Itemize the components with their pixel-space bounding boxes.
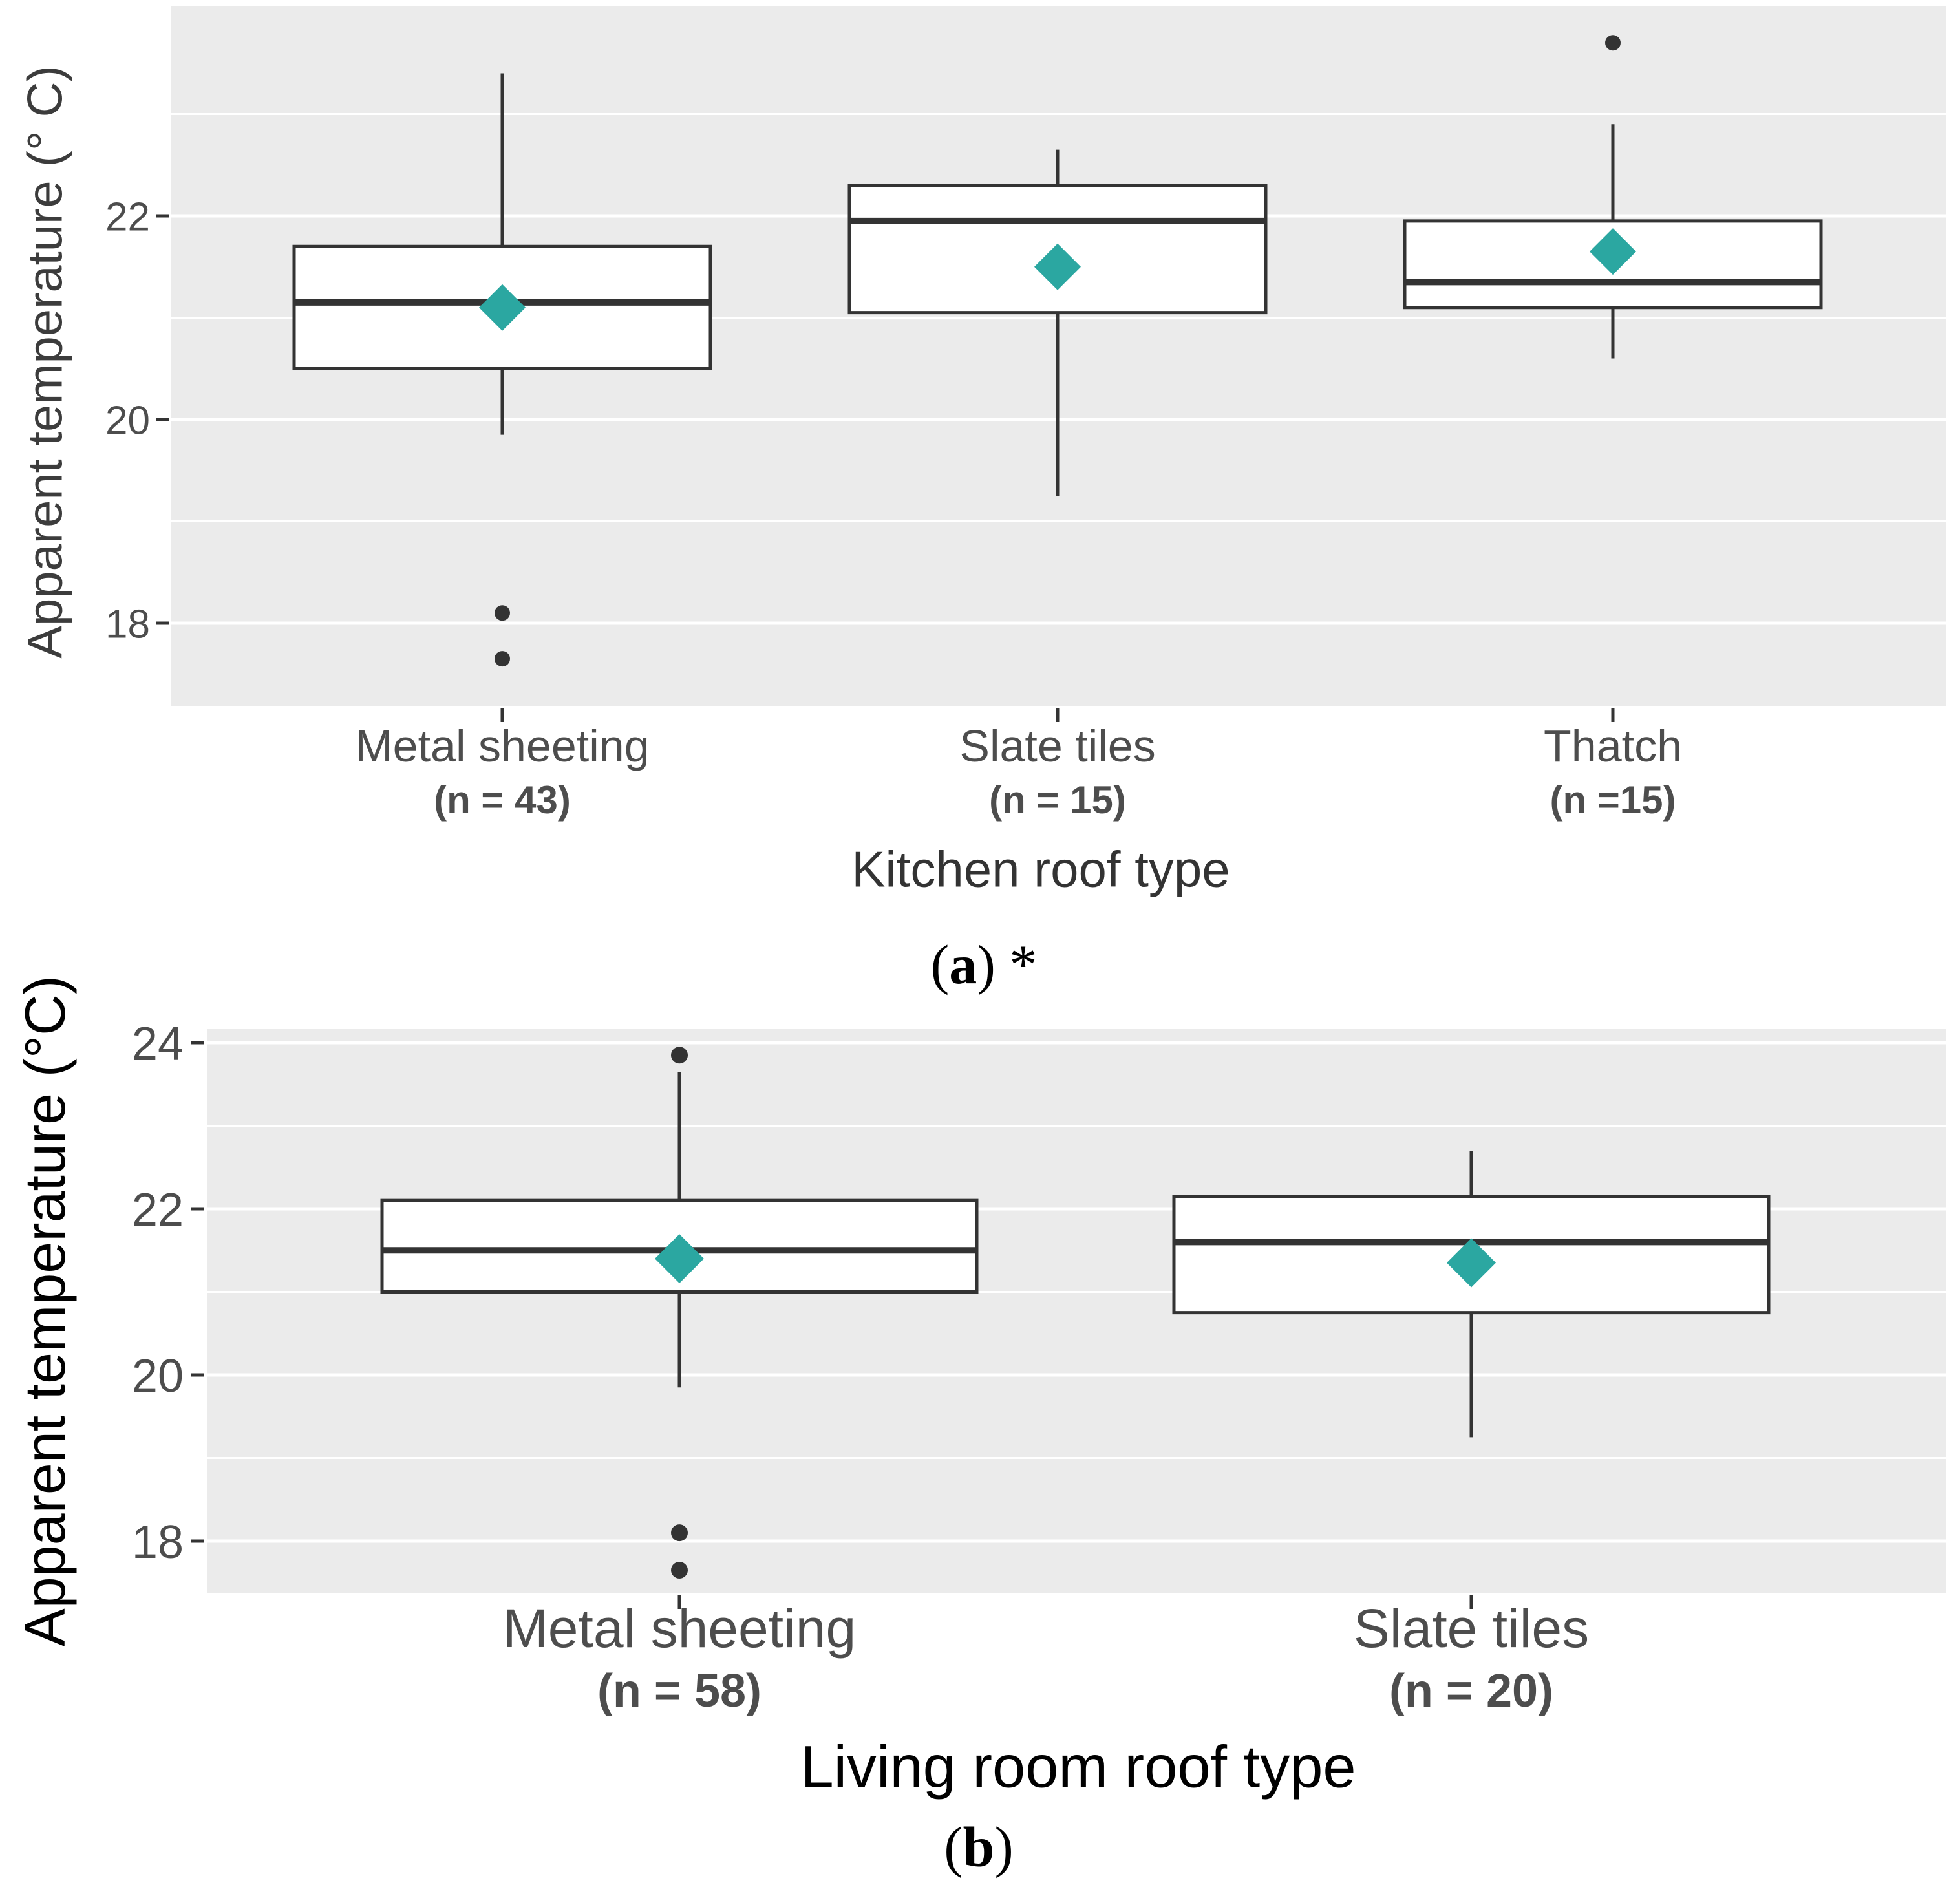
panel-b-outlier-point-metal-sheeting	[671, 1524, 688, 1542]
panel-b-caption: (b)	[944, 1815, 1014, 1880]
panel-b-category-n-label-metal-sheeting: (n = 58)	[597, 1665, 762, 1717]
panel-b-mean-diamond-slate-tiles	[1447, 1238, 1496, 1288]
panel-a-y-tick-label: 22	[105, 195, 150, 239]
panel-a-category-n-label-slate-tiles: (n = 15)	[989, 778, 1126, 822]
panel-b-y-tick-label: 20	[132, 1350, 184, 1402]
panel-b-outlier-point-metal-sheeting	[671, 1561, 688, 1579]
panel-b-category-label-metal-sheeting: Metal sheeting	[503, 1598, 856, 1659]
panel-b-x-axis-title: Living room roof type	[800, 1734, 1356, 1800]
panel-a-outlier-point-metal-sheeting	[495, 605, 510, 621]
panel-b-category-label-slate-tiles: Slate tiles	[1354, 1598, 1589, 1659]
panel-a-y-axis-title: Apparent temperature (° C)	[17, 65, 73, 659]
panel-b-category-n-label-slate-tiles: (n = 20)	[1389, 1665, 1553, 1717]
panel-a-category-label-slate-tiles: Slate tiles	[959, 721, 1155, 771]
panel-a-caption-prefix: (	[930, 933, 950, 996]
panel-a-category-label-thatch: Thatch	[1544, 721, 1682, 771]
panel-b-mean-diamond-metal-sheeting	[655, 1234, 704, 1284]
panel-b-caption-prefix: (	[944, 1816, 963, 1879]
panel-b-caption-suffix: )	[994, 1816, 1014, 1879]
panel-a-caption-suffix: ) *	[977, 933, 1038, 996]
panel-b-y-axis-title: Apparent temperature (°C)	[13, 975, 77, 1646]
panel-a-y-tick-label: 18	[105, 602, 150, 646]
panel-a-x-axis-title: Kitchen roof type	[851, 840, 1230, 898]
panel-b-y-tick-label: 18	[132, 1517, 184, 1568]
panel-a-outlier-point-metal-sheeting	[495, 651, 510, 667]
panel-b-y-tick-label: 22	[132, 1184, 184, 1236]
panel-a-category-n-label-thatch: (n =15)	[1550, 778, 1676, 822]
panel-b-caption-letter: b	[963, 1816, 995, 1879]
panel-b-y-tick-label: 24	[132, 1018, 184, 1070]
panel-a-category-label-metal-sheeting: Metal sheeting	[355, 721, 649, 771]
panel-a-caption: (a) *	[931, 932, 1038, 997]
panel-a-mean-diamond-slate-tiles	[1034, 243, 1081, 290]
panel-a-y-tick-label: 20	[105, 398, 150, 443]
panel-a-category-n-label-metal-sheeting: (n = 43)	[434, 778, 571, 822]
panel-b-outlier-point-metal-sheeting	[671, 1047, 688, 1064]
panel-a-mean-diamond-metal-sheeting	[479, 284, 526, 331]
panel-a-mean-diamond-thatch	[1590, 228, 1636, 275]
panel-a-outlier-point-thatch	[1605, 35, 1621, 51]
panel-a-caption-letter: a	[949, 933, 977, 996]
